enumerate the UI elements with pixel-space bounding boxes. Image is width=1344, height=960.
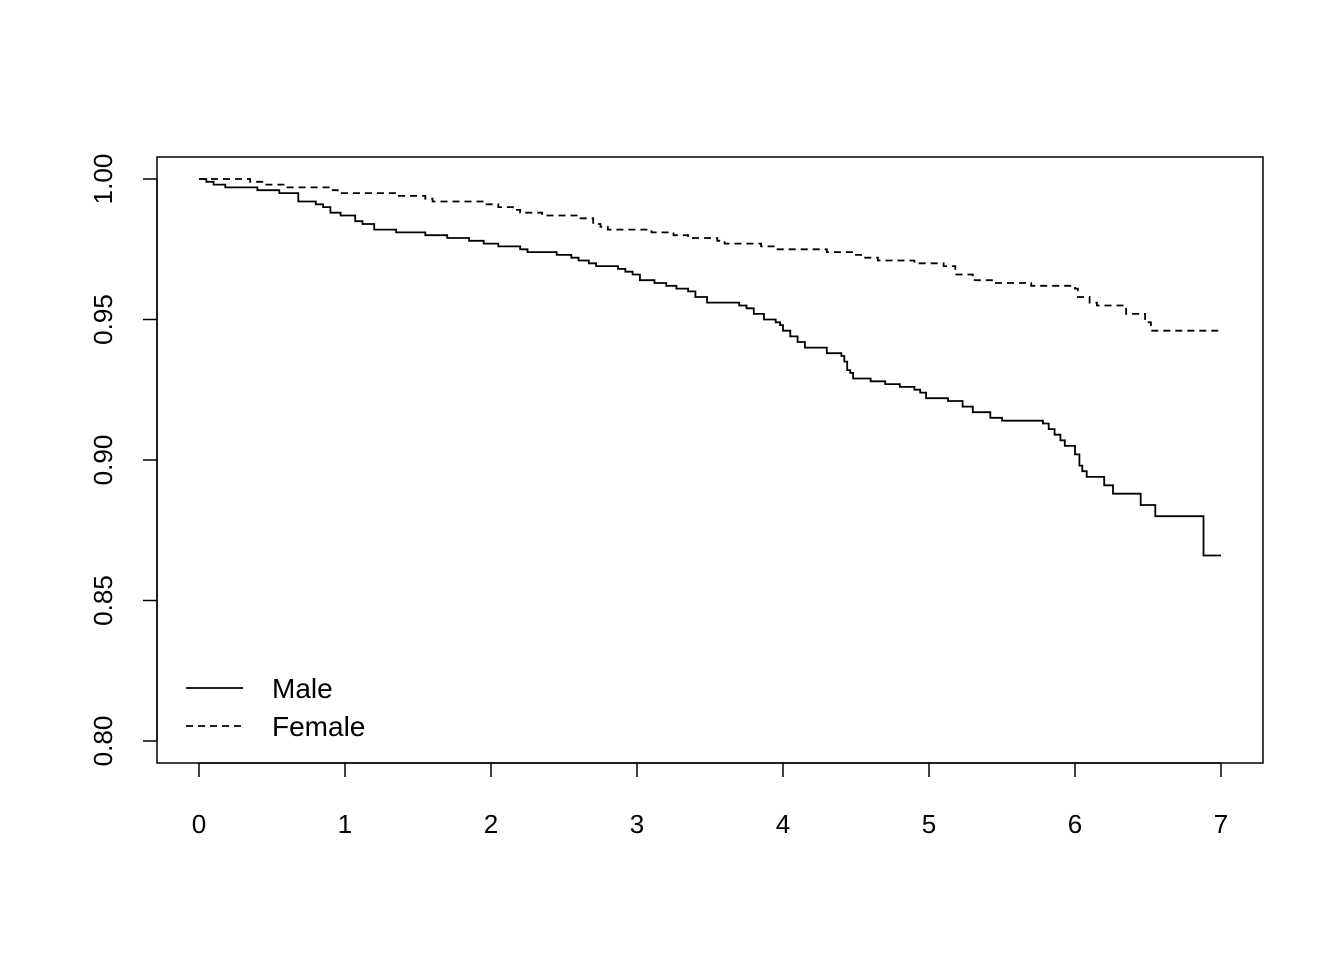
y-tick-label: 1.00 bbox=[88, 154, 118, 205]
x-tick-label: 3 bbox=[630, 809, 644, 839]
legend-label-female: Female bbox=[272, 711, 365, 742]
series-layer bbox=[199, 178, 1221, 557]
x-tick-label: 1 bbox=[338, 809, 352, 839]
x-tick-label: 2 bbox=[484, 809, 498, 839]
axes-group: 0 1 2 3 4 5 6 7 0.80 0.85 0.90 0.95 1.00 bbox=[88, 154, 1228, 839]
y-tick-label: 0.80 bbox=[88, 716, 118, 767]
legend-label-male: Male bbox=[272, 673, 333, 704]
x-tick-label: 5 bbox=[922, 809, 936, 839]
x-tick-label: 7 bbox=[1214, 809, 1228, 839]
y-tick-label: 0.95 bbox=[88, 294, 118, 345]
y-tick-label: 0.85 bbox=[88, 575, 118, 626]
x-tick-label: 0 bbox=[192, 809, 206, 839]
x-tick-label: 6 bbox=[1068, 809, 1082, 839]
series-line-male bbox=[199, 178, 1221, 557]
x-tick-label: 4 bbox=[776, 809, 790, 839]
y-tick-label: 0.90 bbox=[88, 435, 118, 486]
legend: Male Female bbox=[186, 673, 365, 742]
series-line-female bbox=[199, 178, 1221, 332]
